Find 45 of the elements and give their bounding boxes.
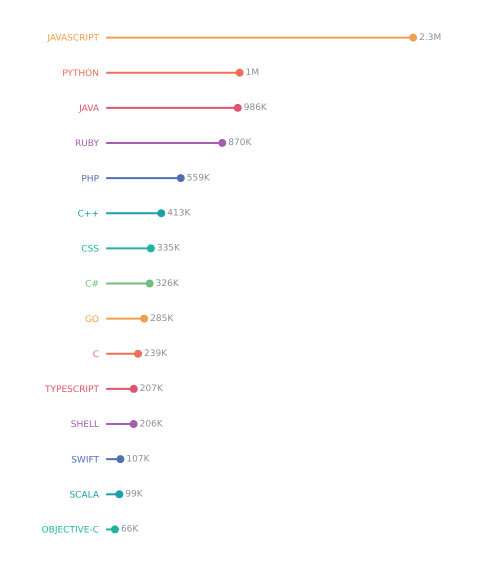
point	[218, 138, 226, 147]
data-label: 2.3M	[419, 32, 442, 43]
y-tick-label: OBJECTIVE-C	[42, 526, 99, 536]
data-label: 239K	[144, 349, 168, 360]
y-tick-label: JAVASCRIPT	[46, 34, 100, 44]
data-label: 66K	[120, 524, 140, 535]
data-label: 559K	[186, 173, 211, 184]
data-label: 870K	[228, 138, 252, 148]
data-label: 206K	[140, 419, 164, 430]
data-label: 107K	[126, 454, 151, 464]
point	[234, 104, 242, 112]
point	[130, 384, 138, 393]
y-tick-label: PHP	[81, 174, 100, 184]
point	[140, 314, 148, 323]
data-label: 99K	[125, 490, 144, 500]
y-tick-label: PYTHON	[62, 68, 99, 79]
point	[176, 174, 185, 182]
y-tick-label: SCALA	[69, 490, 100, 500]
y-tick-label: C++	[78, 209, 99, 220]
data-label: 207K	[140, 384, 164, 394]
point	[116, 455, 124, 464]
point	[130, 420, 138, 428]
data-label: 413K	[167, 208, 192, 218]
data-label: 326K	[156, 278, 180, 289]
y-tick-label: SWIFT	[71, 455, 100, 466]
y-tick-label: C#	[85, 280, 99, 290]
y-tick-label: C	[92, 350, 99, 360]
point	[236, 68, 244, 77]
point	[157, 209, 166, 218]
y-tick-label: JAVA	[78, 104, 100, 114]
data-label: 335K	[156, 244, 182, 254]
data-label: 986K	[244, 103, 268, 114]
point	[409, 34, 418, 42]
y-tick-label: SHELL	[70, 420, 99, 430]
point	[146, 244, 155, 252]
y-tick-label: RUBY	[74, 139, 100, 150]
y-tick-label: CSS	[81, 244, 100, 255]
data-label: 1M	[246, 68, 260, 78]
point	[146, 280, 154, 288]
data-label: 285K	[150, 314, 174, 324]
point	[134, 350, 142, 358]
point	[115, 490, 124, 498]
y-tick-label: GO	[84, 314, 99, 325]
y-tick-label: TYPESCRIPT	[44, 385, 100, 396]
point	[110, 525, 119, 534]
